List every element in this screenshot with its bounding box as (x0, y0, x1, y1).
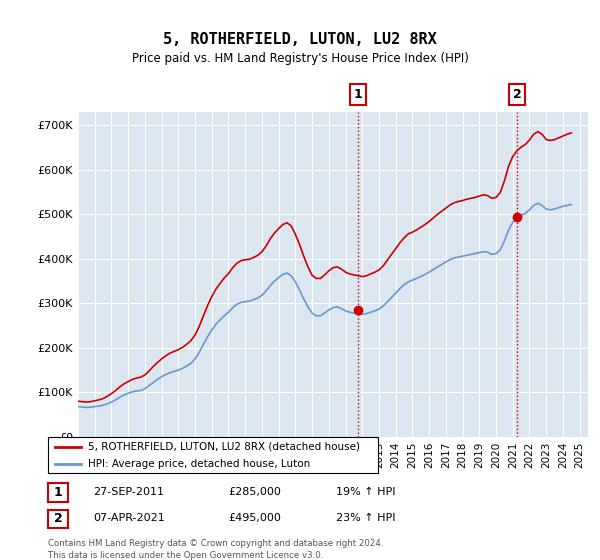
Text: HPI: Average price, detached house, Luton: HPI: Average price, detached house, Luto… (88, 459, 310, 469)
Text: £495,000: £495,000 (228, 513, 281, 523)
Text: 23% ↑ HPI: 23% ↑ HPI (336, 513, 395, 523)
Text: 19% ↑ HPI: 19% ↑ HPI (336, 487, 395, 497)
Text: 5, ROTHERFIELD, LUTON, LU2 8RX (detached house): 5, ROTHERFIELD, LUTON, LU2 8RX (detached… (88, 442, 359, 452)
Text: 27-SEP-2011: 27-SEP-2011 (93, 487, 164, 497)
Text: 2: 2 (513, 88, 521, 101)
Text: 1: 1 (353, 88, 362, 101)
Text: 2: 2 (53, 512, 62, 525)
Text: Price paid vs. HM Land Registry's House Price Index (HPI): Price paid vs. HM Land Registry's House … (131, 52, 469, 66)
Text: 1: 1 (53, 486, 62, 499)
Text: 5, ROTHERFIELD, LUTON, LU2 8RX: 5, ROTHERFIELD, LUTON, LU2 8RX (163, 32, 437, 46)
Text: £285,000: £285,000 (228, 487, 281, 497)
Text: Contains HM Land Registry data © Crown copyright and database right 2024.
This d: Contains HM Land Registry data © Crown c… (48, 539, 383, 560)
Text: 07-APR-2021: 07-APR-2021 (93, 513, 165, 523)
